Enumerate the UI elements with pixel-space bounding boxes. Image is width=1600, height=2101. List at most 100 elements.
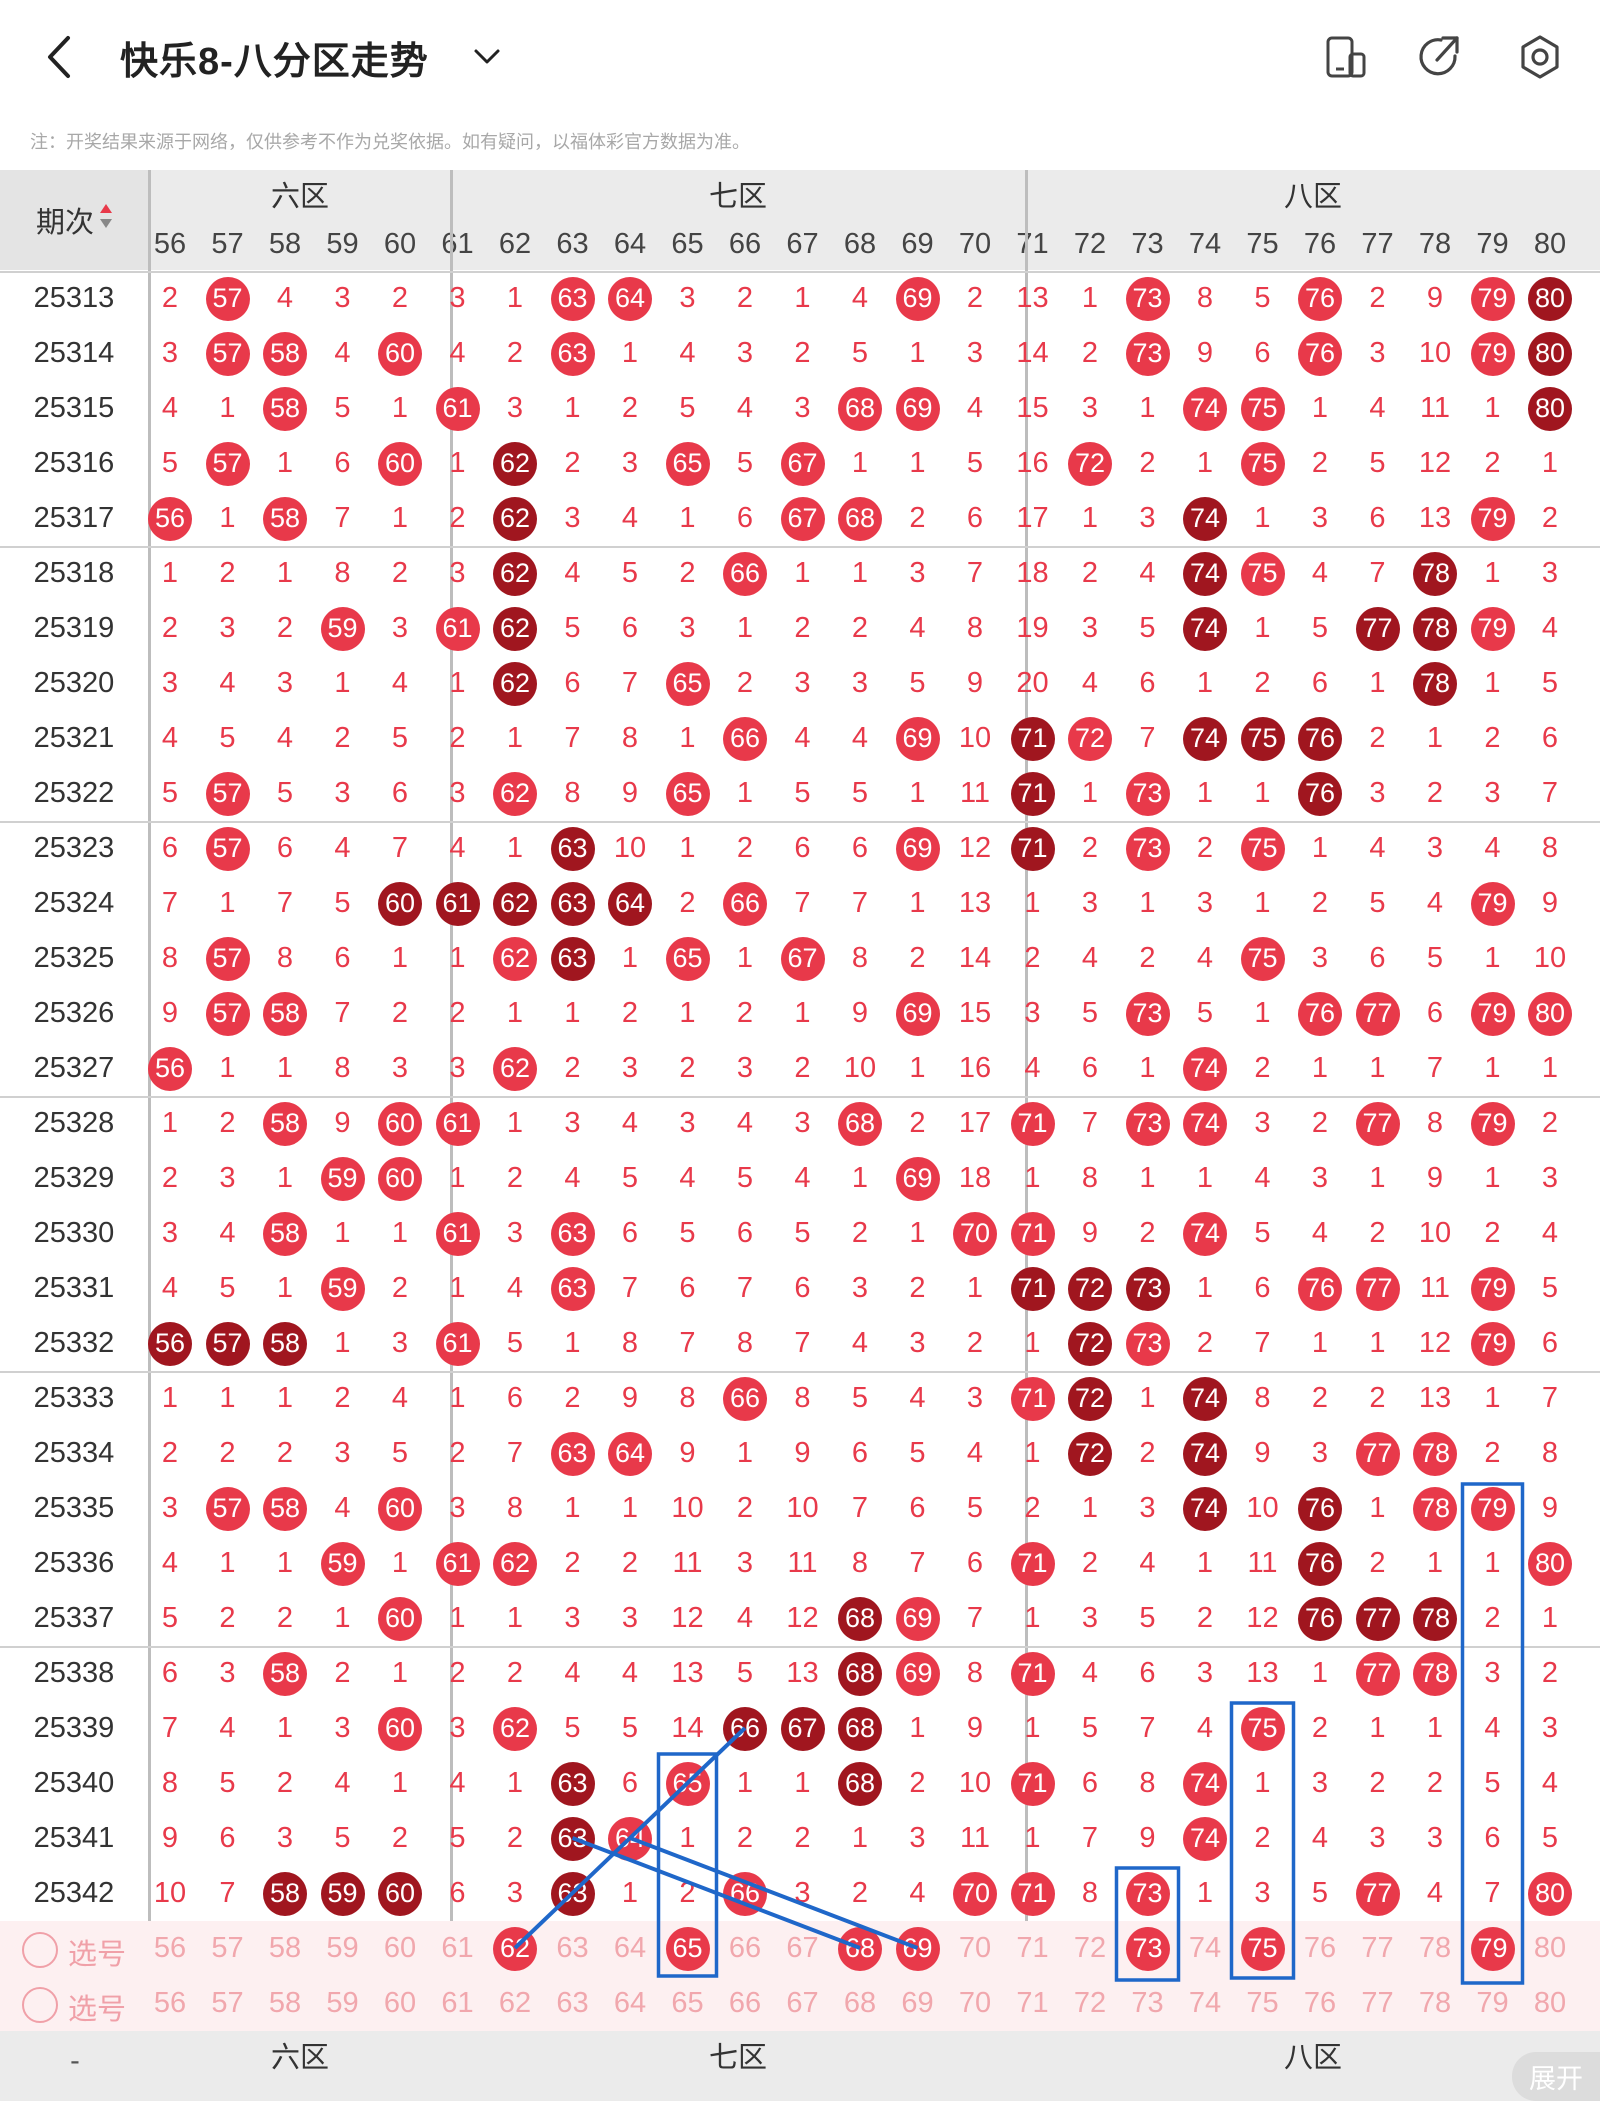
select-cell-75[interactable]: 75 bbox=[1246, 1987, 1279, 2019]
expand-button[interactable]: 展开 bbox=[1512, 2052, 1600, 2101]
select-cell-68[interactable]: 68 bbox=[843, 1987, 877, 2019]
column-header-57: 57 bbox=[211, 227, 244, 260]
select-cell-72[interactable]: 72 bbox=[1073, 1987, 1107, 2019]
select-cell-73[interactable]: 73 bbox=[1131, 1987, 1164, 2019]
cell-70: 7 bbox=[966, 557, 984, 589]
select-cell-58[interactable]: 58 bbox=[268, 1932, 302, 1964]
cell-66: 66 bbox=[717, 876, 774, 931]
cell-79: 79 bbox=[1464, 601, 1521, 656]
select-cell-60[interactable]: 60 bbox=[383, 1987, 417, 2019]
cell-68: 1 bbox=[851, 1162, 869, 1194]
select-cell-73[interactable]: 73 bbox=[1119, 1921, 1176, 1976]
select-cell-77[interactable]: 77 bbox=[1361, 1932, 1394, 1964]
select-cell-75[interactable]: 75 bbox=[1234, 1921, 1291, 1976]
cell-69: 69 bbox=[889, 986, 946, 1041]
select-cell-72[interactable]: 72 bbox=[1073, 1932, 1107, 1964]
select-cell-56[interactable]: 56 bbox=[153, 1932, 187, 1964]
cell-80: 5 bbox=[1541, 1272, 1559, 1304]
select-cell-63[interactable]: 63 bbox=[556, 1932, 589, 1964]
row-group-line bbox=[0, 271, 1600, 273]
drawn-ball: 60 bbox=[378, 1101, 422, 1146]
select-cell-68[interactable]: 68 bbox=[832, 1921, 889, 1976]
cell-64: 9 bbox=[621, 1382, 639, 1414]
row-group-line bbox=[0, 1646, 1600, 1648]
select-cell-60[interactable]: 60 bbox=[383, 1932, 417, 1964]
select-cell-74[interactable]: 74 bbox=[1188, 1932, 1222, 1964]
select-cell-56[interactable]: 56 bbox=[153, 1987, 187, 2019]
select-cell-77[interactable]: 77 bbox=[1361, 1987, 1394, 2019]
select-cell-74[interactable]: 74 bbox=[1188, 1987, 1222, 2019]
select-cell-59[interactable]: 59 bbox=[326, 1987, 359, 2019]
select-cell-61[interactable]: 61 bbox=[441, 1932, 474, 1964]
cell-60: 6 bbox=[391, 777, 409, 809]
cell-79: 2 bbox=[1484, 1217, 1501, 1249]
cell-67: 2 bbox=[794, 612, 811, 644]
phone-icon[interactable] bbox=[1310, 22, 1380, 92]
cell-61: 2 bbox=[449, 997, 466, 1029]
drawn-ball: 62 bbox=[493, 936, 537, 981]
selected-ball[interactable]: 75 bbox=[1240, 1926, 1285, 1971]
back-icon[interactable] bbox=[25, 22, 95, 92]
select-cell-58[interactable]: 58 bbox=[268, 1987, 302, 2019]
cell-77: 77 bbox=[1349, 601, 1406, 656]
cell-61: 61 bbox=[429, 1206, 486, 1261]
sort-icon[interactable] bbox=[98, 201, 114, 239]
cell-62: 5 bbox=[506, 1327, 524, 1359]
select-cell-65[interactable]: 65 bbox=[671, 1987, 704, 2019]
select-cell-71[interactable]: 71 bbox=[1016, 1987, 1049, 2019]
drawn-ball: 73 bbox=[1125, 771, 1170, 816]
select-radio[interactable] bbox=[22, 1987, 58, 2023]
select-cell-78[interactable]: 78 bbox=[1418, 1987, 1452, 2019]
settings-icon[interactable] bbox=[1505, 22, 1575, 92]
select-cell-66[interactable]: 66 bbox=[728, 1987, 762, 2019]
select-cell-69[interactable]: 69 bbox=[901, 1987, 934, 2019]
selected-ball[interactable]: 73 bbox=[1125, 1926, 1170, 1971]
selected-ball[interactable]: 65 bbox=[665, 1926, 710, 1971]
select-cell-65[interactable]: 65 bbox=[659, 1921, 716, 1976]
select-radio[interactable] bbox=[22, 1932, 58, 1968]
period-cell: 25340 bbox=[33, 1767, 115, 1799]
cell-79: 79 bbox=[1464, 271, 1521, 326]
select-cell-64[interactable]: 64 bbox=[613, 1987, 647, 2019]
selected-ball[interactable]: 68 bbox=[838, 1926, 882, 1971]
select-cell-80[interactable]: 80 bbox=[1533, 1932, 1567, 1964]
select-cell-57[interactable]: 57 bbox=[211, 1987, 244, 2019]
cell-56: 3 bbox=[161, 337, 179, 369]
cell-62: 3 bbox=[506, 392, 524, 424]
select-cell-64[interactable]: 64 bbox=[613, 1932, 647, 1964]
select-cell-76[interactable]: 76 bbox=[1303, 1932, 1337, 1964]
selected-ball[interactable]: 79 bbox=[1470, 1926, 1515, 1971]
cell-59: 8 bbox=[334, 557, 351, 589]
drawn-ball: 58 bbox=[263, 331, 307, 376]
select-cell-66[interactable]: 66 bbox=[728, 1932, 762, 1964]
select-cell-62[interactable]: 62 bbox=[498, 1987, 532, 2019]
select-cell-67[interactable]: 67 bbox=[786, 1987, 819, 2019]
cell-56: 2 bbox=[161, 1162, 179, 1194]
select-cell-69[interactable]: 69 bbox=[889, 1921, 946, 1976]
select-cell-57[interactable]: 57 bbox=[211, 1932, 244, 1964]
select-cell-61[interactable]: 61 bbox=[441, 1987, 474, 2019]
cell-64: 64 bbox=[602, 1426, 659, 1481]
share-icon[interactable] bbox=[1405, 22, 1475, 92]
select-cell-79[interactable]: 79 bbox=[1476, 1987, 1509, 2019]
selected-ball[interactable]: 62 bbox=[493, 1926, 537, 1971]
select-cell-62[interactable]: 62 bbox=[487, 1921, 544, 1976]
select-cell-78[interactable]: 78 bbox=[1418, 1932, 1452, 1964]
select-cell-79[interactable]: 79 bbox=[1464, 1921, 1521, 1976]
select-cell-67[interactable]: 67 bbox=[786, 1932, 819, 1964]
cell-78: 2 bbox=[1426, 1767, 1444, 1799]
selected-ball[interactable]: 69 bbox=[895, 1926, 940, 1971]
cell-79: 2 bbox=[1484, 1437, 1501, 1469]
select-cell-76[interactable]: 76 bbox=[1303, 1987, 1337, 2019]
cell-62: 62 bbox=[487, 876, 544, 931]
select-cell-71[interactable]: 71 bbox=[1016, 1932, 1049, 1964]
cell-68: 2 bbox=[851, 1217, 869, 1249]
select-cell-63[interactable]: 63 bbox=[556, 1987, 589, 2019]
select-cell-70[interactable]: 70 bbox=[958, 1987, 992, 2019]
drawn-ball: 69 bbox=[895, 716, 940, 761]
select-cell-80[interactable]: 80 bbox=[1533, 1987, 1567, 2019]
chevron-down-icon[interactable] bbox=[452, 22, 522, 92]
select-cell-59[interactable]: 59 bbox=[326, 1932, 359, 1964]
select-cell-70[interactable]: 70 bbox=[958, 1932, 992, 1964]
drawn-ball: 76 bbox=[1298, 331, 1342, 376]
